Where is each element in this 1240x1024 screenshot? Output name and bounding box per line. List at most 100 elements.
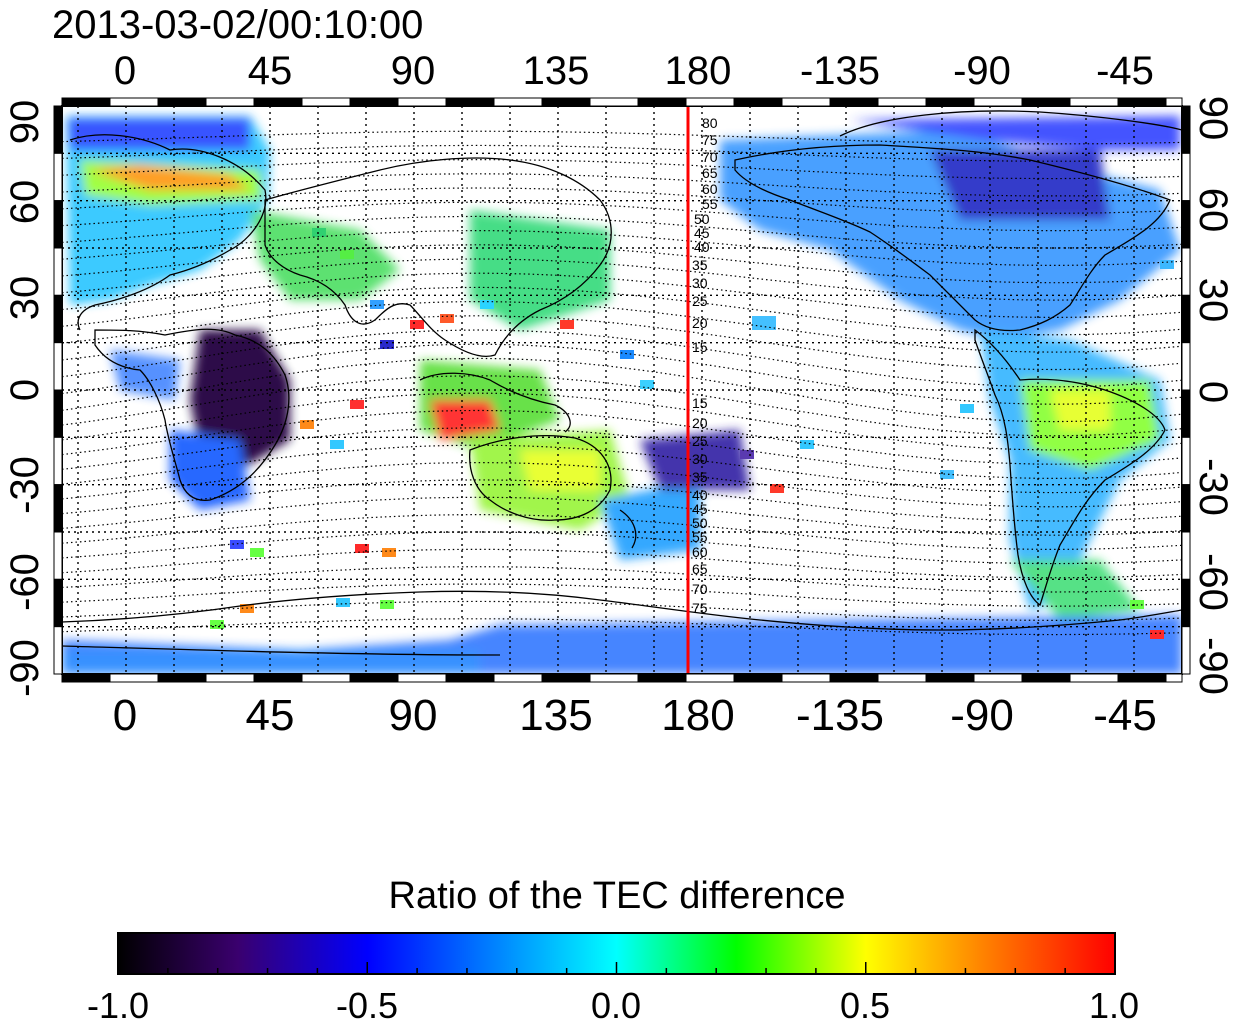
frame-bar-segment	[973, 97, 1023, 107]
frame-bar-segment	[157, 673, 207, 683]
frame-bar-segment	[109, 673, 159, 683]
frame-bar-segment	[1181, 294, 1191, 344]
maglat-south-label: 55	[692, 529, 708, 545]
frame-bar-segment	[637, 97, 687, 107]
top-lon-tick: -135	[800, 49, 880, 93]
magnetic-latitude-line	[62, 461, 1182, 508]
frame-bar-segment	[589, 97, 639, 107]
maglat-north-label: 50	[694, 211, 710, 227]
top-lon-tick: 135	[523, 49, 590, 93]
frame-bar-segment	[1117, 97, 1167, 107]
top-lon-tick: 90	[391, 49, 436, 93]
colorbar-tick-label: 0.5	[840, 985, 890, 1024]
maglat-north-label: 80	[702, 115, 718, 131]
maglat-south-label: 75	[692, 600, 708, 616]
frame-bar-segment	[877, 97, 927, 107]
magnetic-latitude-line	[62, 258, 1182, 301]
right-lat-tick: 0	[1191, 381, 1235, 403]
maglat-north-label: 40	[694, 239, 710, 255]
frame-bar-segment	[733, 97, 783, 107]
right-latitude-tick-labels: 90 60 30 0 -30 -60 -90	[1191, 96, 1235, 695]
maglat-south-label: 50	[692, 515, 708, 531]
frame-bar-segment	[53, 247, 63, 296]
right-lat-tick: 60	[1191, 188, 1235, 233]
frame-bar-segment	[781, 97, 831, 107]
magnetic-latitude-line	[62, 343, 1182, 405]
frame-bar-segment	[1181, 200, 1191, 249]
top-lon-tick: -45	[1096, 49, 1154, 93]
frame-bar-segment	[53, 342, 63, 391]
frame-bar-segment	[925, 673, 975, 683]
top-longitude-tick-labels: 0 45 90 135 180 -135 -90 -45	[114, 49, 1154, 93]
frame-bar-segment	[53, 531, 63, 580]
magnetic-latitude-line	[62, 427, 1182, 480]
bottom-lon-tick: 180	[661, 691, 734, 740]
frame-bar-segment	[1117, 673, 1167, 683]
frame-bar-segment	[205, 673, 255, 683]
magnetic-latitude-line	[62, 244, 1182, 284]
bottom-lon-tick: 45	[246, 691, 295, 740]
frame-bar-segment	[973, 673, 1023, 683]
frame-bar-segment	[205, 97, 255, 107]
bottom-lon-tick: -135	[796, 691, 884, 740]
frame-bar-segment	[349, 673, 399, 683]
colorbar-tick-label: 1.0	[1089, 985, 1139, 1024]
bottom-lon-tick: -45	[1093, 691, 1157, 740]
magnetic-latitude-labels: 80 75 70 65 60 55 50 45 40 35 30 25 20 1…	[692, 115, 718, 616]
maglat-north-label: 15	[692, 339, 708, 355]
frame-bar-segment	[829, 97, 879, 107]
frame-bar-segment	[1021, 673, 1071, 683]
magnetic-latitude-line	[62, 392, 1182, 451]
frame-bar-segment	[1181, 105, 1191, 154]
frame-bar-segment	[253, 97, 303, 107]
frame-bar-segment	[397, 673, 447, 683]
maglat-north-label: 55	[702, 196, 718, 212]
frame-bar-segment	[1181, 531, 1191, 580]
maglat-south-label: 65	[692, 561, 708, 577]
maglat-south-label: 40	[692, 487, 708, 503]
frame-bar-segment	[493, 97, 543, 107]
bottom-lon-tick: -90	[950, 691, 1014, 740]
maglat-south-label: 70	[692, 581, 708, 597]
top-lon-tick: 180	[665, 49, 732, 93]
bottom-lon-tick: 135	[519, 691, 592, 740]
frame-bar-segment	[1181, 626, 1191, 675]
maglat-south-label: 20	[692, 415, 708, 431]
maglat-north-label: 45	[694, 225, 710, 241]
magnetic-latitude-line	[62, 272, 1182, 319]
right-lat-tick: -90	[1191, 637, 1235, 695]
maglat-north-label: 25	[692, 293, 708, 309]
frame-bar-segment	[733, 673, 783, 683]
lat-lon-grid	[62, 106, 1182, 674]
coastlines	[62, 110, 1182, 656]
magnetic-latitude-line	[62, 375, 1182, 437]
frame-bar-segment	[349, 97, 399, 107]
frame-bar-segment	[1181, 152, 1191, 202]
magnetic-latitude-line	[62, 300, 1182, 353]
frame-bar-segment	[445, 97, 495, 107]
magnetic-latitude-line	[62, 315, 1182, 371]
frame-bar-segment	[493, 673, 543, 683]
colorbar-title: Ratio of the TEC difference	[389, 875, 846, 917]
left-lat-tick: -90	[3, 639, 47, 697]
frame-bar-segment	[685, 673, 735, 683]
frame-bar-segment	[1181, 578, 1191, 628]
colorbar-tick-labels: -1.0 -0.5 0.0 0.5 1.0	[87, 985, 1139, 1024]
frame-bar-segment	[53, 200, 63, 249]
maglat-north-label: 20	[692, 315, 708, 331]
frame-bar-segment	[829, 673, 879, 683]
magnetic-latitude-line	[62, 357, 1182, 423]
frame-bar-segment	[925, 97, 975, 107]
maglat-north-label: 60	[702, 181, 718, 197]
frame-bar-segment	[445, 673, 495, 683]
frame-bar-segment	[61, 97, 111, 107]
colorbar-tick-label: -0.5	[336, 985, 398, 1024]
right-lat-tick: -30	[1191, 458, 1235, 516]
maglat-north-label: 70	[702, 149, 718, 165]
maglat-south-label: 45	[692, 501, 708, 517]
frame-bar-segment	[301, 673, 351, 683]
top-lon-tick: -90	[953, 49, 1011, 93]
map-frame-scale-bars	[53, 97, 1191, 683]
frame-bar-segment	[541, 97, 591, 107]
